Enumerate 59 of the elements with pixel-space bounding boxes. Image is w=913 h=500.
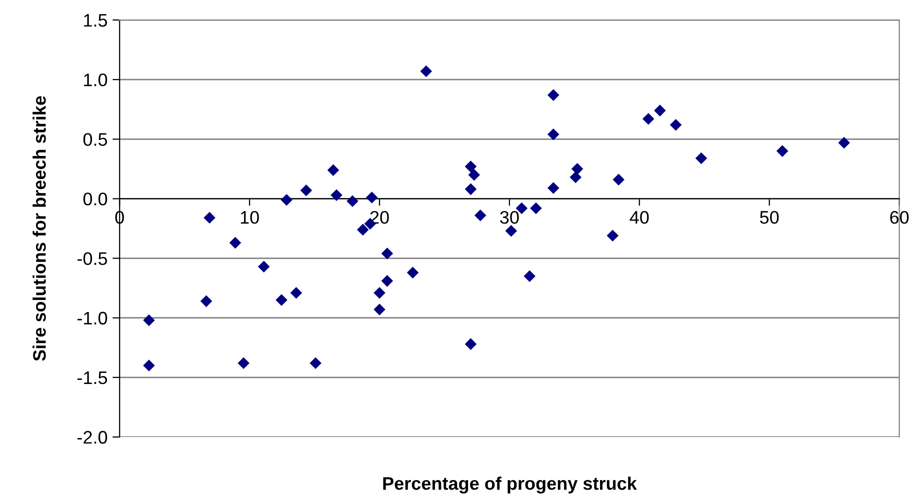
- y-tick-label: 1.5: [84, 14, 108, 27]
- point: [229, 236, 242, 249]
- point: [366, 192, 378, 204]
- point: [524, 270, 536, 282]
- point: [310, 357, 322, 370]
- point: [258, 260, 270, 273]
- x-tick-label: 10: [240, 210, 259, 224]
- point: [474, 210, 486, 222]
- point: [571, 163, 584, 175]
- point: [420, 65, 432, 78]
- point: [204, 212, 216, 224]
- y-tick-label: -1.0: [77, 312, 108, 325]
- point: [695, 152, 708, 164]
- point: [464, 183, 477, 196]
- point: [381, 248, 394, 260]
- point: [143, 360, 155, 372]
- point: [547, 89, 560, 101]
- point: [374, 304, 386, 316]
- point: [406, 266, 419, 278]
- y-tick-label: -1.5: [77, 372, 108, 384]
- point: [570, 171, 582, 184]
- x-tick-label: 60: [890, 210, 909, 224]
- point: [642, 112, 654, 125]
- point: [374, 286, 386, 299]
- y-tick-label: 0.5: [83, 133, 108, 146]
- point: [612, 174, 625, 186]
- point: [547, 182, 560, 194]
- point: [670, 118, 682, 131]
- point: [464, 338, 477, 350]
- x-axis-title: Percentage of progeny struck: [383, 476, 637, 494]
- point: [838, 136, 850, 149]
- point: [776, 145, 788, 157]
- point: [356, 224, 369, 236]
- y-tick-label: 1.0: [84, 74, 108, 86]
- y-tick-label: -0.5: [77, 252, 108, 266]
- point: [468, 168, 480, 181]
- point: [505, 224, 518, 237]
- point: [381, 275, 394, 287]
- x-tick-label: 40: [630, 210, 649, 224]
- x-tick-label: 50: [760, 210, 779, 224]
- point: [327, 164, 340, 176]
- point: [280, 194, 292, 206]
- point: [464, 160, 477, 172]
- point: [606, 230, 619, 242]
- point: [346, 195, 358, 207]
- y-axis-title: Sire solutions for breech strike: [32, 96, 46, 361]
- point: [330, 189, 342, 202]
- point: [290, 286, 302, 299]
- point: [276, 294, 288, 306]
- y-tick-label: -2.0: [77, 430, 108, 444]
- point: [654, 104, 666, 116]
- y-tick-label: 0.0: [83, 192, 108, 206]
- point: [200, 295, 212, 308]
- point: [300, 184, 312, 196]
- point: [547, 128, 560, 140]
- point: [238, 357, 250, 370]
- point: [530, 202, 542, 214]
- x-tick-label: 30: [500, 210, 519, 224]
- point: [143, 314, 155, 326]
